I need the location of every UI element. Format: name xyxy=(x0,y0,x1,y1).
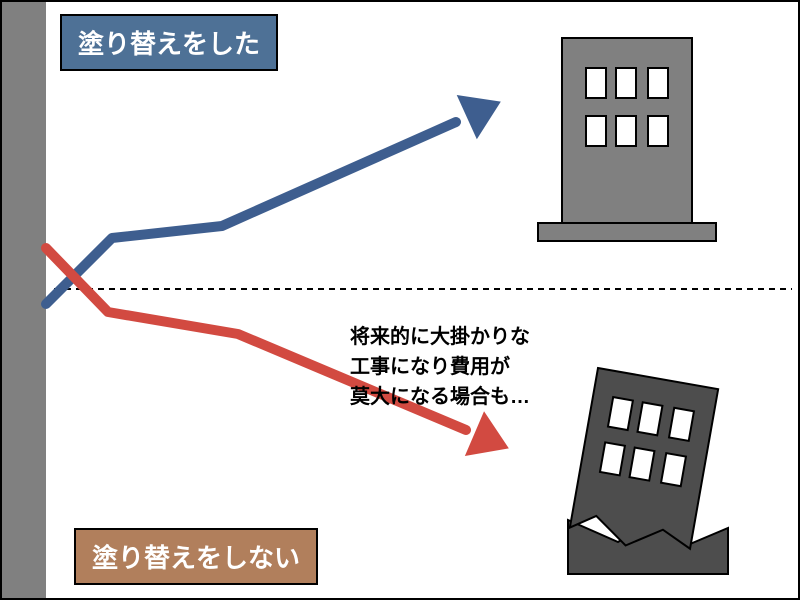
diagram-stage: 塗り替えをした 塗り替えをしない 将来的に大掛かりな 工事になり費用が 莫大にな… xyxy=(0,0,800,600)
blue-arrow-head xyxy=(458,96,500,139)
warning-text: 将来的に大掛かりな 工事になり費用が 莫大になる場合も… xyxy=(350,322,530,412)
label-repainted: 塗り替えをした xyxy=(60,14,278,71)
label-not-repainted: 塗り替えをしない xyxy=(74,528,318,585)
diagram-canvas xyxy=(2,2,798,598)
building-bad-icon xyxy=(568,368,728,574)
building-good-icon xyxy=(538,38,716,241)
blue-arrow-shaft xyxy=(46,122,456,304)
red-arrow-head xyxy=(466,412,508,455)
origin-bar xyxy=(2,2,46,598)
